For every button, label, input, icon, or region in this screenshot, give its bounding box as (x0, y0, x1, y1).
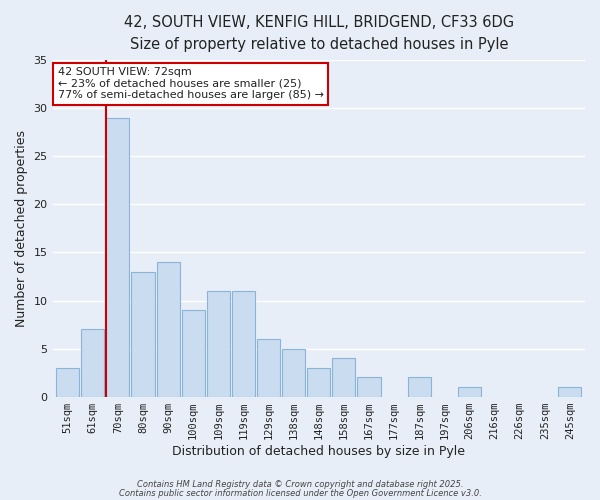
Text: Contains HM Land Registry data © Crown copyright and database right 2025.: Contains HM Land Registry data © Crown c… (137, 480, 463, 489)
Text: 42 SOUTH VIEW: 72sqm
← 23% of detached houses are smaller (25)
77% of semi-detac: 42 SOUTH VIEW: 72sqm ← 23% of detached h… (58, 67, 324, 100)
Y-axis label: Number of detached properties: Number of detached properties (15, 130, 28, 327)
Bar (307, 368, 331, 396)
X-axis label: Distribution of detached houses by size in Pyle: Distribution of detached houses by size … (172, 444, 465, 458)
Bar (458, 387, 481, 396)
Bar (81, 330, 104, 396)
Bar (358, 378, 380, 396)
Bar (56, 368, 79, 396)
Bar (232, 291, 255, 397)
Bar (157, 262, 179, 396)
Bar (257, 339, 280, 396)
Bar (207, 291, 230, 397)
Bar (131, 272, 155, 396)
Bar (407, 378, 431, 396)
Bar (559, 387, 581, 396)
Text: Contains public sector information licensed under the Open Government Licence v3: Contains public sector information licen… (119, 489, 481, 498)
Bar (332, 358, 355, 397)
Bar (282, 348, 305, 397)
Title: 42, SOUTH VIEW, KENFIG HILL, BRIDGEND, CF33 6DG
Size of property relative to det: 42, SOUTH VIEW, KENFIG HILL, BRIDGEND, C… (124, 15, 514, 52)
Bar (106, 118, 130, 396)
Bar (182, 310, 205, 396)
